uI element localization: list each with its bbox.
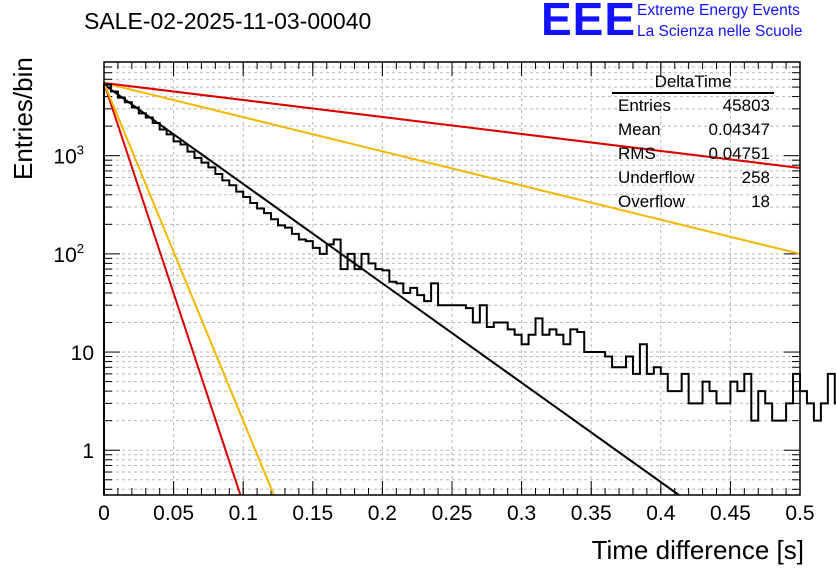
x-tick-label: 0.3: [507, 502, 536, 525]
x-tick-label: 0.05: [153, 502, 194, 525]
stats-value: 258: [741, 168, 770, 187]
stats-row-underflow: Underflow 258: [612, 166, 774, 190]
stats-value: 0.04347: [708, 120, 770, 139]
fit-line-red-slow: [103, 82, 801, 169]
stats-value: 18: [751, 192, 770, 211]
y-tick-label: 103: [53, 143, 84, 169]
org-subtitle: La Scienza nelle Scuole: [637, 23, 803, 40]
y-tick-labels: 1 10 102 103: [53, 143, 94, 464]
x-tick-label: 0.45: [710, 502, 751, 525]
fit-line-red-fast: [103, 82, 242, 496]
x-axis-label: Time difference [s]: [591, 535, 804, 565]
fit-lines: [103, 82, 801, 496]
y-tick-label: 10: [71, 342, 94, 365]
stats-row-rms: RMS 0.04751: [612, 142, 774, 166]
stats-label: Underflow: [618, 168, 695, 187]
org-name: Extreme Energy Events: [637, 2, 800, 19]
y-axis-label: Entries/bin: [8, 57, 38, 180]
stats-value: 0.04751: [708, 144, 770, 163]
chart-title: SALE-02-2025-11-03-00040: [84, 8, 372, 34]
histogram-series: [103, 83, 836, 495]
fit-line-orange-fast: [103, 82, 275, 496]
stats-row-entries: Entries 45803: [612, 94, 774, 118]
stats-row-mean: Mean 0.04347: [612, 118, 774, 142]
x-tick-label: 0.35: [571, 502, 612, 525]
stats-label: RMS: [618, 144, 656, 163]
x-tick-label: 0.2: [368, 502, 397, 525]
x-tick-label: 0.1: [229, 502, 258, 525]
stats-box: DeltaTime Entries 45803 Mean 0.04347 RMS…: [612, 72, 774, 214]
x-tick-labels: 0 0.05 0.1 0.15 0.2 0.25 0.3 0.35 0.4 0.45 0.5: [98, 502, 814, 525]
x-tick-label: 0.15: [292, 502, 333, 525]
stats-label: Overflow: [618, 192, 686, 211]
eee-logo: EEE: [541, 0, 637, 45]
y-tick-label: 102: [53, 241, 84, 267]
stats-label: Mean: [618, 120, 661, 139]
y-tick-label: 1: [82, 440, 94, 463]
fit-line-orange-slow: [103, 82, 801, 255]
fit-line-fit: [103, 83, 680, 496]
stats-title: DeltaTime: [612, 72, 774, 94]
plot-frame: [103, 61, 801, 496]
x-tick-label: 0.25: [432, 502, 473, 525]
stats-value: 45803: [722, 96, 770, 115]
axis-ticks: [103, 62, 801, 495]
stats-row-overflow: Overflow 18: [612, 190, 774, 214]
x-tick-label: 0: [98, 502, 110, 525]
x-tick-label: 0.5: [785, 502, 814, 525]
stats-label: Entries: [618, 96, 671, 115]
x-tick-label: 0.4: [646, 502, 676, 525]
